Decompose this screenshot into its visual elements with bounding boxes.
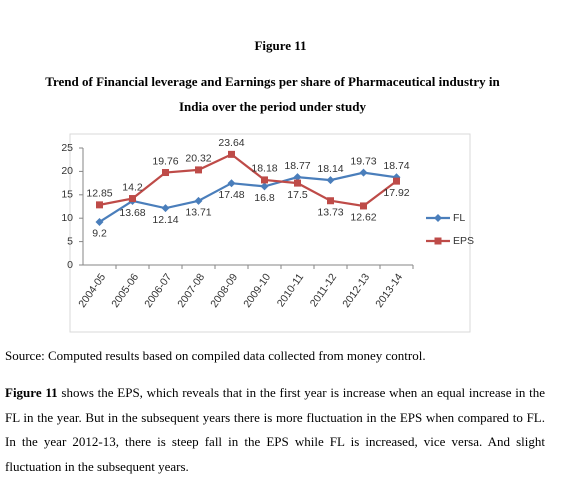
marker — [393, 177, 400, 185]
x-tick-label: 2007-08 — [175, 271, 207, 310]
marker — [227, 179, 236, 188]
marker — [294, 179, 301, 187]
y-tick-label: 10 — [61, 212, 73, 224]
marker — [260, 182, 269, 191]
x-tick-label: 2006-07 — [142, 271, 174, 310]
data-label: 18.74 — [383, 160, 409, 172]
paragraph-text: shows the EPS, which reveals that in the… — [5, 385, 546, 474]
x-tick-label: 2011-12 — [308, 271, 340, 309]
marker — [326, 176, 335, 185]
data-label: 12.62 — [350, 212, 376, 224]
legend-marker — [434, 237, 442, 245]
data-label: 16.8 — [254, 192, 275, 204]
marker — [293, 173, 302, 182]
data-label: 17.92 — [383, 187, 409, 199]
data-label: 17.48 — [218, 189, 244, 201]
data-label: 12.85 — [86, 188, 112, 200]
x-tick-label: 2009-10 — [241, 271, 273, 310]
data-label: 17.5 — [287, 189, 308, 201]
marker — [129, 195, 136, 203]
marker — [359, 168, 368, 177]
data-label: 13.71 — [185, 207, 211, 219]
data-label: 13.73 — [317, 207, 343, 219]
y-tick-label: 25 — [61, 142, 73, 154]
series-line — [99, 153, 398, 208]
y-tick-label: 5 — [67, 235, 73, 247]
legend-label: EPS — [453, 235, 474, 247]
marker — [195, 166, 202, 174]
y-tick-label: 20 — [61, 165, 73, 177]
marker — [95, 217, 104, 226]
paragraph: Figure 11 shows the EPS, which reveals t… — [5, 381, 545, 479]
marker — [261, 176, 268, 184]
data-label: 23.64 — [218, 137, 244, 149]
data-label: 13.68 — [119, 207, 145, 219]
legend-marker — [434, 214, 442, 222]
marker — [228, 150, 235, 158]
paragraph-lead: Figure 11 — [5, 385, 58, 400]
x-tick-label: 2005-06 — [109, 271, 141, 310]
data-label: 9.2 — [92, 228, 107, 240]
x-tick-label: 2010-11 — [275, 271, 307, 309]
marker — [194, 196, 203, 205]
data-label: 19.76 — [152, 155, 178, 167]
data-label: 14.2 — [122, 181, 143, 193]
x-tick-label: 2004-05 — [76, 271, 108, 310]
chart-frame — [69, 133, 471, 333]
series-line — [98, 171, 397, 223]
data-label: 18.77 — [284, 160, 310, 172]
y-tick-label: 0 — [67, 259, 73, 271]
marker — [162, 169, 169, 177]
x-tick-label: 2013-14 — [373, 271, 405, 310]
marker — [360, 202, 367, 210]
data-label: 20.32 — [185, 153, 211, 165]
data-label: 18.18 — [251, 163, 277, 175]
x-tick-label: 2012-13 — [340, 271, 372, 310]
marker — [327, 197, 334, 205]
data-label: 12.14 — [152, 214, 178, 226]
figure-title: Trend of Financial leverage and Earnings… — [45, 74, 500, 89]
data-label: 18.14 — [317, 163, 343, 175]
source-note: Source: Computed results based on compil… — [5, 348, 426, 363]
data-label: 19.73 — [350, 155, 376, 167]
marker — [96, 201, 103, 209]
marker — [161, 204, 170, 213]
y-tick-label: 15 — [61, 189, 73, 201]
legend-label: FL — [453, 212, 465, 224]
figure-label: Figure 11 — [254, 38, 307, 53]
figure-title: India over the period under study — [179, 99, 366, 114]
x-tick-label: 2008-09 — [208, 271, 240, 310]
